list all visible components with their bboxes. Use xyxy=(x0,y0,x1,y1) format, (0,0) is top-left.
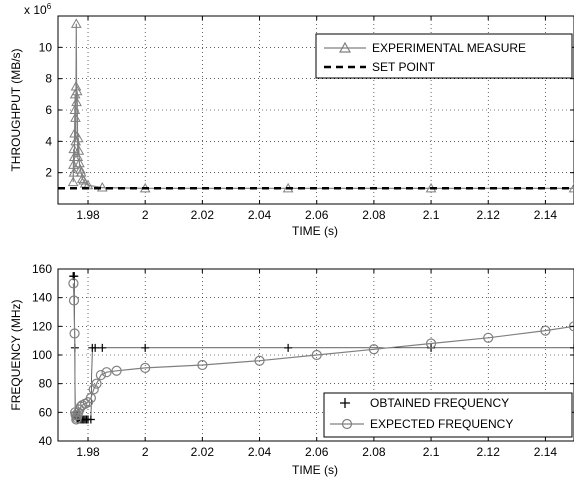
throughput-x-tick-label: 2.14 xyxy=(534,208,558,222)
throughput-x-tick-label: 2.08 xyxy=(362,208,386,222)
frequency-x-tick-label: 2.1 xyxy=(423,445,440,459)
throughput-y-tick-label: 6 xyxy=(45,103,52,117)
frequency-y-tick-label: 120 xyxy=(32,319,52,333)
frequency-x-tick-label: 2.12 xyxy=(477,445,501,459)
legend-obtained-label: OBTAINED FREQUENCY xyxy=(370,396,509,410)
legend-setpoint-label: SET POINT xyxy=(372,60,436,74)
throughput-x-tick-label: 2.04 xyxy=(248,208,272,222)
throughput-chart: 1.98 2 2.02 2.04 2.06 2.08 2.1 2.12 2.14 246810 … xyxy=(9,2,574,238)
throughput-x-tick-label: 2.06 xyxy=(305,208,329,222)
frequency-x-tick-label: 2.02 xyxy=(191,445,215,459)
frequency-y-tick-label: 60 xyxy=(39,405,53,419)
throughput-y-tick-label: 10 xyxy=(39,40,53,54)
throughput-x-tick-label: 1.98 xyxy=(76,208,100,222)
frequency-y-axis-label: FREQUENCY (MHz) xyxy=(9,299,23,410)
throughput-exponent-label: x 106 xyxy=(24,2,52,17)
frequency-x-tick-label: 2.04 xyxy=(248,445,272,459)
throughput-y-tick-label: 8 xyxy=(45,72,52,86)
frequency-y-tick-label: 40 xyxy=(39,434,53,448)
throughput-x-axis-label: TIME (s) xyxy=(292,224,338,238)
frequency-x-axis-label: TIME (s) xyxy=(292,463,338,477)
frequency-y-tick-label: 140 xyxy=(32,291,52,305)
throughput-y-axis-label: THROUGHPUT (MB/s) xyxy=(9,48,23,171)
frequency-x-tick-label: 2 xyxy=(142,445,149,459)
frequency-chart: 1.98 2 2.02 2.04 2.06 2.08 2.1 2.12 2.14 40 60 80 1… xyxy=(9,262,574,477)
frequency-y-tick-label: 160 xyxy=(32,262,52,276)
frequency-x-tick-label: 2.08 xyxy=(362,445,386,459)
throughput-y-tick-label: 4 xyxy=(45,134,52,148)
frequency-x-tick-label: 2.14 xyxy=(534,445,558,459)
throughput-x-tick-label: 2.12 xyxy=(477,208,501,222)
frequency-y-tick-label: 100 xyxy=(32,348,52,362)
throughput-x-tick-label: 2 xyxy=(142,208,149,222)
frequency-legend: OBTAINED FREQUENCY EXPECTED FREQUENCY xyxy=(324,393,572,437)
throughput-legend: EXPERIMENTAL MEASURE SET POINT xyxy=(316,34,572,78)
frequency-x-tick-label: 1.98 xyxy=(76,445,100,459)
throughput-x-tick-label: 2.1 xyxy=(423,208,440,222)
throughput-y-tick-label: 2 xyxy=(45,166,52,180)
legend-experimental-label: EXPERIMENTAL MEASURE xyxy=(372,41,526,55)
frequency-y-tick-label: 80 xyxy=(39,377,53,391)
throughput-x-tick-label: 2.02 xyxy=(191,208,215,222)
legend-expected-label: EXPECTED FREQUENCY xyxy=(370,417,513,431)
frequency-x-tick-label: 2.06 xyxy=(305,445,329,459)
